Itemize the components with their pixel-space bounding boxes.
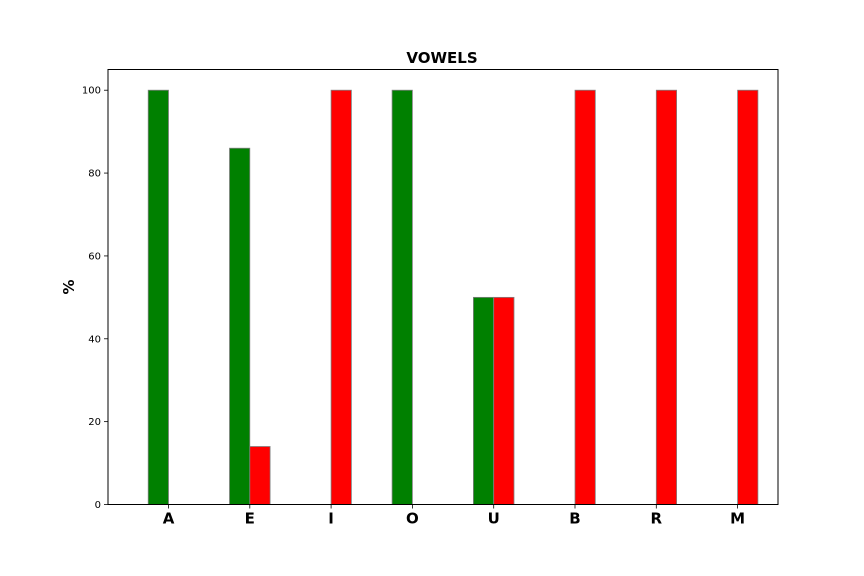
y-tick-label: 60 [88,251,101,262]
y-axis: 0 20 40 60 80 100 [82,86,108,511]
x-tick-label-b: B [569,510,580,528]
plot-frame [107,69,779,505]
bar-a-series-1 [147,89,169,505]
bar-o-series-1 [391,89,413,505]
y-tick-label: 100 [82,86,101,97]
bars-group [147,89,759,505]
y-axis-label: % [60,279,78,294]
x-tick-label-i: I [328,510,334,528]
x-tick-label-e: E [245,510,255,528]
bar-m-series-2 [737,89,759,505]
chart-title: VOWELS [406,49,477,67]
bar-u-series-2 [493,296,515,505]
x-tick-label-a: A [163,510,175,528]
y-tick-label: 20 [88,417,101,428]
y-tick-label: 0 [95,500,101,511]
x-tick-label-o: O [406,510,419,528]
bar-e-series-1 [229,147,251,505]
x-tick-label-u: U [488,510,500,528]
bar-e-series-2 [249,446,271,505]
y-tick-label: 40 [88,334,101,345]
bar-i-series-2 [330,89,352,505]
bar-u-series-1 [472,296,495,505]
x-tick-label-m: M [730,510,745,528]
bar-b-series-2 [574,89,596,505]
bar-r-series-2 [655,89,677,505]
y-tick-label: 80 [88,169,101,180]
x-tick-label-r: R [651,510,663,528]
